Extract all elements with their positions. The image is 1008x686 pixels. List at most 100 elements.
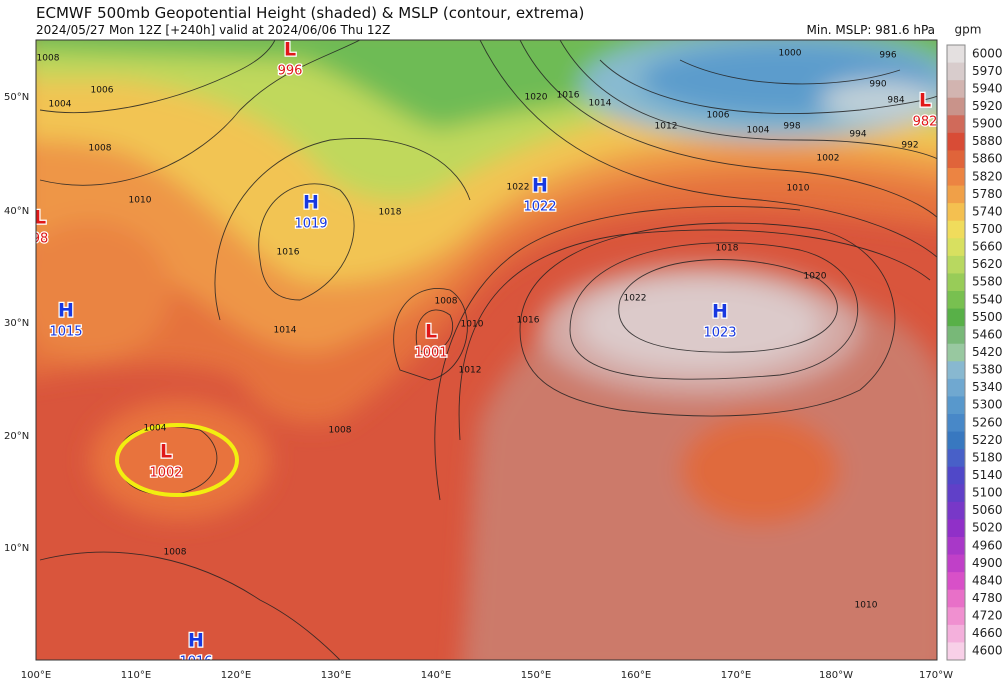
colorbar-label: 5300 [972,398,1003,412]
colorbar-label: 5900 [972,117,1003,131]
isobar-label: 1020 [525,93,548,103]
isobar-label: 1006 [91,86,114,96]
colorbar-label: 5580 [972,275,1003,289]
system-letter: H [712,301,728,323]
system-letter: L [425,321,437,343]
isobar-label: 994 [849,130,866,140]
colorbar-swatch [947,572,965,591]
isobar-label: 1006 [707,111,730,121]
colorbar-swatch [947,203,965,222]
colorbar-swatch [947,361,965,380]
colorbar-label: 5060 [972,503,1003,517]
lat-label: 10°N [4,543,29,554]
axes: 50°N 40°N 30°N 20°N 10°N 100°E 110°E 120°E 130°E… [4,92,953,681]
colorbar-label: 5180 [972,450,1003,464]
isobar-label: 1014 [274,326,297,336]
system-value: 1023 [703,326,736,341]
system-value: 1019 [294,217,327,232]
isobar-label: 1004 [747,126,770,136]
isobar-label: 1010 [129,196,152,206]
colorbar-swatch [947,326,965,345]
colorbar-label: 5940 [972,81,1003,95]
system-letter: H [303,192,319,214]
system-letter: L [160,441,172,463]
colorbar-swatch [947,80,965,99]
colorbar-label: 5880 [972,134,1003,148]
colorbar-swatch [947,537,965,556]
isobar-label: 1012 [459,366,482,376]
isobar-label: 1004 [144,424,167,434]
lon-label: 160°E [621,670,651,681]
isobar-label: 1022 [507,183,530,193]
colorbar-swatch [947,45,965,64]
lon-label: 170°W [919,670,953,681]
isobar-label: 1008 [37,54,60,64]
colorbar-swatch [947,501,965,520]
colorbar-swatch [947,484,965,503]
colorbar-label: 5970 [972,64,1003,78]
system-letter: H [58,300,74,322]
lon-label: 100°E [21,670,51,681]
isobar-label: 984 [887,96,904,106]
highlight-ellipse [115,423,239,497]
colorbar-swatch [947,607,965,626]
isobar-label: 1008 [89,144,112,154]
colorbar-swatch [947,150,965,169]
isobar-label: 1020 [804,272,827,282]
colorbar-label: 5660 [972,240,1003,254]
colorbar-swatch [947,449,965,468]
isobar-label: 1016 [517,316,540,326]
colorbar-label: 5020 [972,521,1003,535]
colorbar-swatch [947,554,965,573]
colorbar-unit: gpm [955,23,982,37]
colorbar-label: 4600 [972,644,1003,658]
isobar-label: 1002 [817,154,840,164]
colorbar-label: 5540 [972,292,1003,306]
isobar-label: 1016 [557,91,580,101]
lat-label: 30°N [4,318,29,329]
system-value: 1016 [179,655,212,670]
lon-label: 120°E [221,670,251,681]
colorbar-label: 5740 [972,204,1003,218]
colorbar-label: 5460 [972,327,1003,341]
lon-label: 180°W [819,670,853,681]
isobar-label: 1010 [461,320,484,330]
colorbar-label: 4720 [972,609,1003,623]
colorbar-swatch [947,431,965,450]
system-value: 1002 [149,466,182,481]
system-letter: L [34,207,46,229]
colorbar-swatch [947,62,965,81]
colorbar-label: 6000 [972,46,1003,60]
colorbar-swatch [947,414,965,433]
isobar-label: 1008 [435,297,458,307]
colorbar-swatch [947,97,965,116]
lon-label: 170°E [721,670,751,681]
isobar-label: 998 [783,122,800,132]
title: ECMWF 500mb Geopotential Height (shaded)… [36,4,584,22]
colorbar-label: 4840 [972,573,1003,587]
colorbar-label: 4960 [972,538,1003,552]
colorbar-label: 5260 [972,415,1003,429]
colorbar-swatch [947,273,965,292]
map-frame [35,39,938,661]
lon-label: 110°E [121,670,151,681]
colorbar-label: 5380 [972,363,1003,377]
isobar-label: 1004 [49,100,72,110]
colorbar-label: 4660 [972,626,1003,640]
isobar-label: 1018 [716,244,739,254]
system-letter: H [532,175,548,197]
colorbar-frame [946,44,966,661]
system-letter: L [919,90,931,112]
colorbar: 6000 5970 5940 5920 5900 5880 5860 5820 5780 5740… [946,44,1003,661]
colorbar-label: 5700 [972,222,1003,236]
lat-label: 20°N [4,431,29,442]
colorbar-swatch [947,589,965,608]
colorbar-swatch [947,238,965,257]
colorbar-swatch [947,343,965,362]
colorbar-swatch [947,308,965,327]
colorbar-label: 5340 [972,380,1003,394]
colorbar-swatch [947,466,965,485]
isobar-contours [39,40,937,660]
